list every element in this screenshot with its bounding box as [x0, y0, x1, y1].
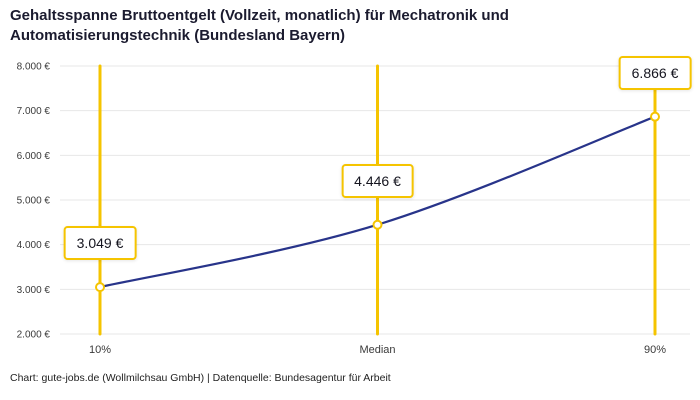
x-tick-label: Median [359, 344, 395, 356]
y-tick-label: 8.000 € [17, 62, 51, 73]
value-label-box: 6.866 € [618, 55, 692, 90]
y-tick-label: 7.000 € [17, 106, 51, 117]
x-tick-label: 10% [89, 344, 111, 356]
y-tick-label: 6.000 € [17, 151, 51, 162]
value-label-box: 3.049 € [63, 226, 137, 261]
chart-title: Gehaltsspanne Bruttoentgelt (Vollzeit, m… [10, 7, 509, 45]
y-tick-label: 4.000 € [17, 240, 51, 251]
y-tick-label: 3.000 € [17, 285, 51, 296]
data-point-marker [650, 111, 660, 122]
data-point-marker [372, 219, 383, 230]
chart-source: Chart: gute-jobs.de (Wollmilchsau GmbH) … [10, 372, 391, 384]
data-point-marker [95, 282, 105, 293]
x-tick-label: 90% [644, 344, 666, 356]
value-label: 6.866 € [631, 64, 679, 81]
y-tick-label: 2.000 € [17, 330, 51, 341]
value-label: 3.049 € [76, 235, 124, 252]
y-tick-label: 5.000 € [17, 196, 51, 207]
value-label-box: 4.446 € [341, 163, 414, 198]
value-label: 4.446 € [354, 172, 401, 189]
